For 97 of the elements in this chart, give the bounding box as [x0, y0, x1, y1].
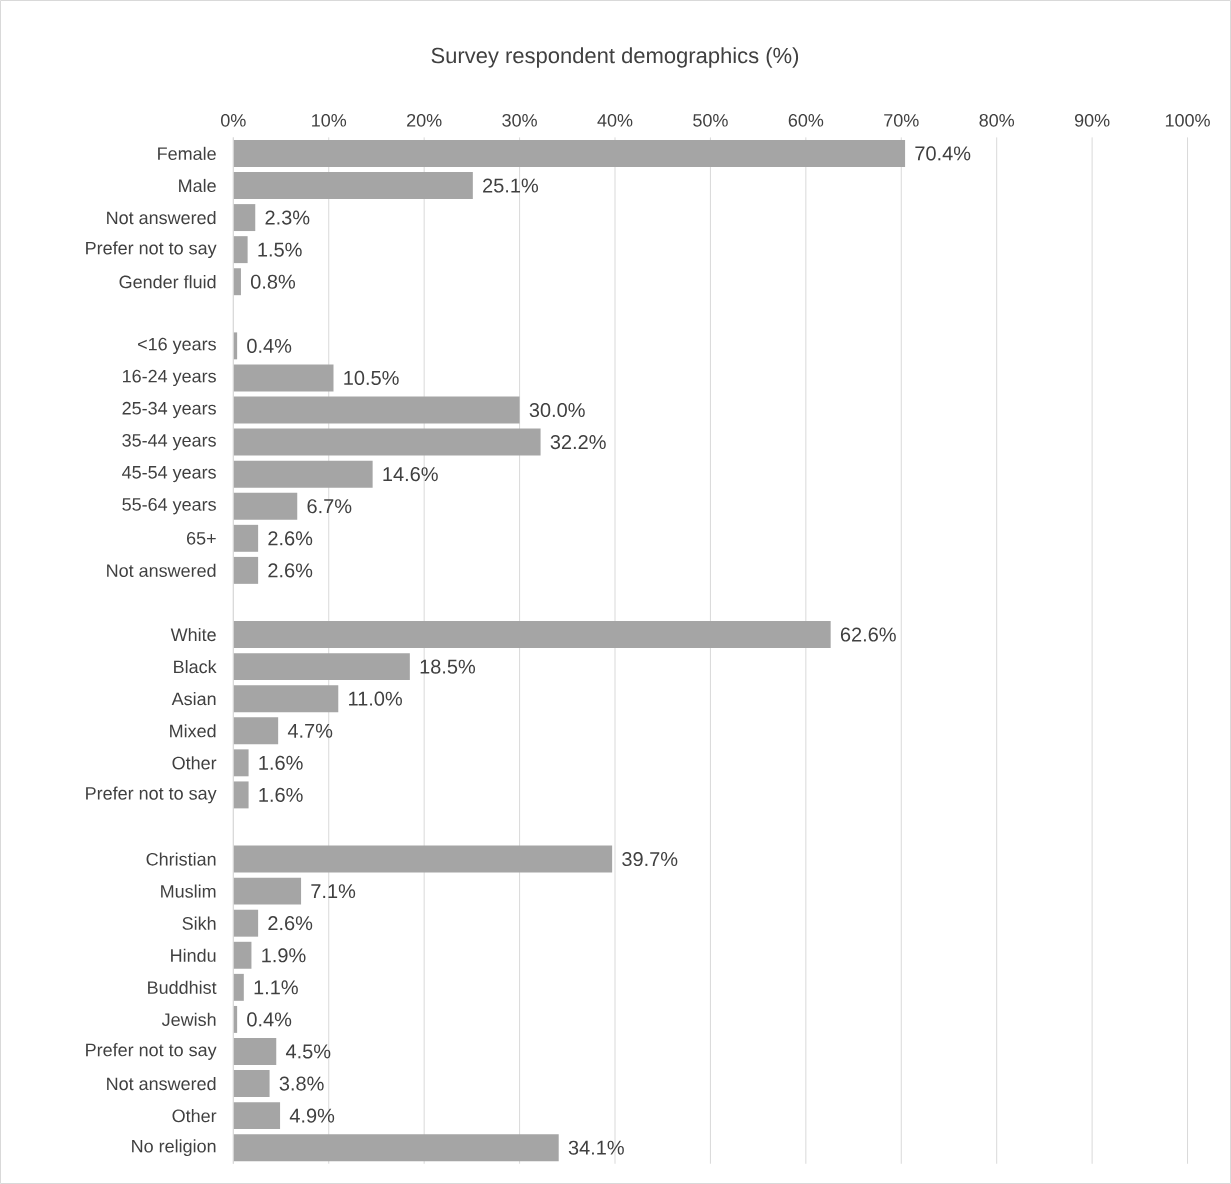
- y-tick-label: 25-34 years: [122, 401, 216, 419]
- y-tick-label: No religion: [132, 1139, 216, 1157]
- y-tick-label: Prefer not to say: [86, 241, 217, 259]
- x-tick-label: 0%: [221, 113, 246, 127]
- data-label: 6.7%: [307, 499, 352, 514]
- bar: [233, 621, 831, 648]
- y-tick-label: 45-54 years: [122, 466, 216, 483]
- bar: [233, 845, 613, 873]
- data-label: 70.4%: [915, 146, 971, 161]
- bar: [233, 941, 252, 969]
- data-label: 2.6%: [268, 531, 313, 546]
- bar: [233, 749, 249, 777]
- bar: [233, 909, 259, 937]
- y-tick-label: Christian: [146, 852, 216, 866]
- y-tick-label: Prefer not to say: [86, 786, 217, 804]
- data-label: 18.5%: [420, 659, 476, 674]
- x-tick-label: 90%: [1074, 113, 1110, 127]
- bar: [233, 139, 906, 167]
- bar: [233, 717, 279, 745]
- y-tick-label: Hindu: [171, 948, 216, 962]
- data-label: 3.8%: [279, 1076, 324, 1091]
- y-tick-label: 16-24 years: [123, 369, 216, 387]
- data-label: 0.4%: [247, 1012, 292, 1027]
- x-tick-label: 60%: [788, 113, 824, 127]
- y-tick-label: 55-64 years: [122, 498, 216, 515]
- bar: [233, 460, 373, 488]
- data-label: 34.1%: [568, 1140, 624, 1155]
- bar: [233, 685, 339, 713]
- y-tick-label: Not answered: [107, 210, 216, 225]
- data-label: 7.1%: [311, 884, 356, 899]
- data-label: 14.6%: [383, 467, 438, 482]
- data-label: 25.1%: [483, 178, 539, 193]
- y-tick-label: <16 years: [138, 337, 216, 354]
- data-label: 39.7%: [622, 851, 678, 867]
- y-tick-label: Not answered: [107, 563, 216, 577]
- data-label: 30.0%: [529, 402, 585, 418]
- y-tick-label: Other: [172, 1109, 217, 1123]
- bar: [233, 364, 334, 392]
- y-tick-label: Muslim: [161, 884, 216, 898]
- chart-title: Survey respondent demographics (%): [431, 47, 799, 68]
- bar: [233, 1102, 281, 1130]
- data-label: 11.0%: [349, 691, 402, 706]
- data-label: 62.6%: [840, 627, 896, 642]
- data-label: 1.1%: [254, 980, 298, 995]
- data-label: 1.5%: [258, 242, 302, 257]
- bar: [233, 492, 298, 520]
- bar: [233, 236, 248, 264]
- bar: [233, 556, 259, 584]
- data-label: 2.3%: [265, 210, 310, 225]
- data-label: 4.9%: [289, 1108, 335, 1123]
- data-label: 1.6%: [259, 755, 303, 770]
- y-tick-label: Black: [174, 659, 217, 674]
- data-label: 10.5%: [344, 370, 399, 385]
- y-tick-label: 35-44 years: [122, 433, 216, 451]
- bar: [233, 653, 410, 681]
- y-tick-label: Mixed: [170, 724, 216, 738]
- x-tick-label: 10%: [312, 113, 347, 127]
- y-tick-label: Male: [179, 178, 216, 193]
- bar: [233, 877, 302, 905]
- x-tick-label: 100%: [1165, 113, 1210, 127]
- data-label: 0.8%: [250, 274, 296, 289]
- bar: [233, 781, 249, 809]
- y-tick-label: Jewish: [161, 1012, 216, 1026]
- bar: [233, 204, 256, 232]
- data-label: 0.4%: [247, 338, 292, 353]
- bar: [233, 973, 244, 1001]
- x-tick-label: 30%: [502, 113, 537, 127]
- data-label: 1.9%: [262, 948, 306, 963]
- y-tick-label: White: [170, 627, 216, 642]
- bar: [233, 524, 259, 552]
- bar: [233, 268, 241, 296]
- y-tick-label: Female: [158, 146, 216, 160]
- bar: [233, 1070, 270, 1098]
- data-label: 1.6%: [259, 787, 303, 802]
- data-label: 4.7%: [287, 723, 333, 738]
- y-tick-label: Not answered: [107, 1076, 216, 1091]
- y-tick-label: 65+: [187, 531, 216, 545]
- y-tick-label: Other: [172, 756, 217, 770]
- bar: [233, 1134, 559, 1162]
- bar: [233, 1038, 277, 1065]
- x-tick-label: 70%: [884, 113, 919, 127]
- data-label: 2.6%: [268, 563, 313, 578]
- x-tick-label: 50%: [693, 113, 728, 127]
- y-tick-label: Asian: [171, 692, 216, 706]
- data-label: 2.6%: [268, 916, 313, 931]
- y-tick-label: Buddhist: [148, 980, 217, 994]
- data-label: 4.5%: [285, 1044, 331, 1059]
- x-tick-label: 40%: [597, 113, 633, 127]
- bar: [233, 396, 520, 424]
- data-label: 32.2%: [550, 435, 606, 450]
- bar: [233, 428, 541, 456]
- y-tick-label: Sikh: [182, 916, 216, 930]
- y-tick-label: Prefer not to say: [86, 1043, 217, 1060]
- x-tick-label: 20%: [407, 113, 442, 127]
- bar: [233, 172, 473, 199]
- y-tick-label: Gender fluid: [119, 275, 216, 289]
- x-tick-label: 80%: [979, 113, 1015, 127]
